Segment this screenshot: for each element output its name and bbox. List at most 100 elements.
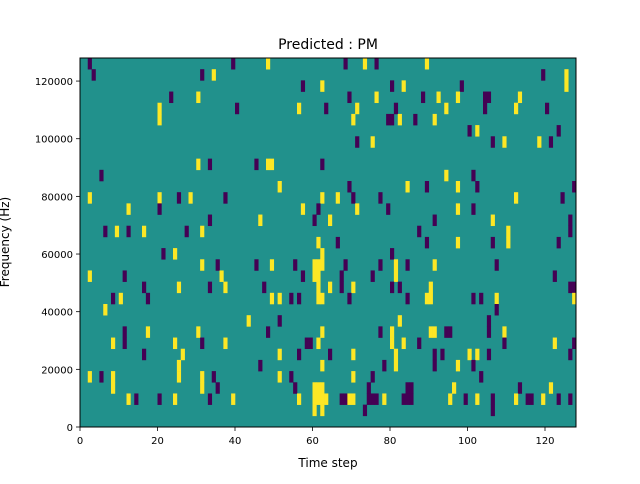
heatmap-cell-high <box>87 371 92 383</box>
heatmap-cell-high <box>351 113 356 126</box>
heatmap-cell-high <box>312 270 317 282</box>
heatmap-cell-low <box>184 225 189 238</box>
heatmap-cell-low <box>502 337 507 350</box>
heatmap-cell-low <box>556 236 561 249</box>
heatmap-cell-low <box>293 382 298 394</box>
heatmap-cell-low <box>409 393 414 405</box>
heatmap-cell-low <box>339 270 344 282</box>
heatmap-cell-low <box>207 393 213 405</box>
heatmap-cell-high <box>157 192 162 204</box>
heatmap-cell-low <box>312 214 317 227</box>
y-tick-label: 20000 <box>41 365 73 376</box>
heatmap-cell-low <box>424 181 430 193</box>
heatmap-cell-high <box>390 337 395 350</box>
heatmap-cell-high <box>196 326 201 338</box>
heatmap-cell-low <box>343 58 348 70</box>
heatmap-cell-low <box>486 91 492 104</box>
heatmap-cell-low <box>475 181 480 193</box>
heatmap-cell-high <box>176 371 182 383</box>
heatmap-cells <box>87 58 577 417</box>
heatmap-cell-high <box>320 326 325 338</box>
heatmap-cell-high <box>157 102 162 115</box>
heatmap-cell-high <box>277 292 282 305</box>
heatmap-cell-low <box>386 113 391 126</box>
heatmap-cell-high <box>316 292 321 305</box>
heatmap-cell-low <box>343 259 348 271</box>
y-tick-label: 60000 <box>41 250 73 261</box>
heatmap-cell-low <box>297 292 302 305</box>
heatmap-cell-low <box>494 304 499 316</box>
heatmap-cell-high <box>397 113 402 126</box>
heatmap-cell-high <box>355 203 360 215</box>
heatmap-cell-low <box>378 259 383 271</box>
heatmap-cell-high <box>335 192 340 204</box>
x-tick-label: 120 <box>535 436 554 447</box>
heatmap-cell-low <box>347 181 352 193</box>
heatmap-cell-low <box>254 158 259 171</box>
heatmap-cell-high <box>401 337 406 350</box>
heatmap-cell-high <box>502 326 507 338</box>
heatmap-cell-high <box>428 326 433 338</box>
heatmap-cell-high <box>111 337 116 350</box>
x-tick-label: 80 <box>384 436 397 447</box>
heatmap-cell-low <box>386 203 391 215</box>
heatmap-cell-high <box>355 102 360 115</box>
heatmap-cell-high <box>320 292 325 305</box>
heatmap-cell-low <box>568 225 573 238</box>
heatmap-cell-low <box>370 270 375 282</box>
heatmap-cell-low <box>572 181 577 193</box>
heatmap-cell-high <box>455 91 461 104</box>
heatmap-cell-low <box>300 80 306 92</box>
heatmap-cell-high <box>277 348 282 361</box>
y-tick-label: 40000 <box>41 308 73 319</box>
heatmap-cell-low <box>397 281 402 294</box>
heatmap-cell-high <box>452 382 457 394</box>
x-axis-ticks: 0 20 40 60 80 100 120 <box>77 427 555 447</box>
heatmap-cell-low <box>355 136 360 148</box>
heatmap-cell-high <box>246 315 251 327</box>
heatmap-cell-low <box>471 203 476 215</box>
heatmap-cell-high <box>111 371 116 383</box>
heatmap-cell-high <box>316 281 321 294</box>
heatmap-cell-high <box>475 348 480 361</box>
heatmap-cell-high <box>231 393 236 405</box>
heatmap-cell-low <box>471 292 476 305</box>
heatmap-cell-high <box>269 158 275 171</box>
heatmap-cell-low <box>351 192 356 204</box>
heatmap-cell-high <box>196 158 201 171</box>
heatmap-cell-high <box>514 393 519 405</box>
heatmap-cell-high <box>541 393 546 405</box>
heatmap-cell-low <box>552 270 557 282</box>
heatmap-cell-low <box>176 192 182 204</box>
heatmap-cell-low <box>548 136 554 148</box>
heatmap-cell-low <box>486 315 492 327</box>
heatmap-cell-high <box>316 259 321 271</box>
heatmap-cell-low <box>417 225 422 238</box>
heatmap-cell-high <box>87 270 92 282</box>
heatmap-cell-high <box>173 393 178 405</box>
heatmap-cell-high <box>448 393 453 405</box>
heatmap-cell-high <box>444 169 449 182</box>
heatmap-cell-low <box>541 69 546 81</box>
heatmap-cell-high <box>312 404 317 417</box>
heatmap-cell-low <box>339 281 344 294</box>
heatmap-cell-low <box>370 371 375 383</box>
heatmap-cell-low <box>393 102 399 115</box>
heatmap-cell-high <box>455 359 461 372</box>
heatmap-cell-high <box>200 382 205 394</box>
x-tick-label: 20 <box>151 436 164 447</box>
heatmap-cell-high <box>258 214 263 227</box>
heatmap-cell-low <box>207 158 213 171</box>
heatmap-cell-low <box>572 281 577 294</box>
heatmap-cell-high <box>351 371 356 383</box>
heatmap-cell-low <box>335 236 340 249</box>
heatmap-cell-high <box>401 80 406 92</box>
heatmap-cell-low <box>215 382 220 394</box>
heatmap-cell-low <box>471 359 476 372</box>
heatmap-cell-low <box>161 248 166 260</box>
heatmap-cell-low <box>444 326 449 338</box>
heatmap-cell-low <box>99 169 104 182</box>
heatmap-cell-high <box>300 203 306 215</box>
y-axis-label: Frequency (Hz) <box>0 197 12 288</box>
heatmap-cell-low <box>405 259 410 271</box>
